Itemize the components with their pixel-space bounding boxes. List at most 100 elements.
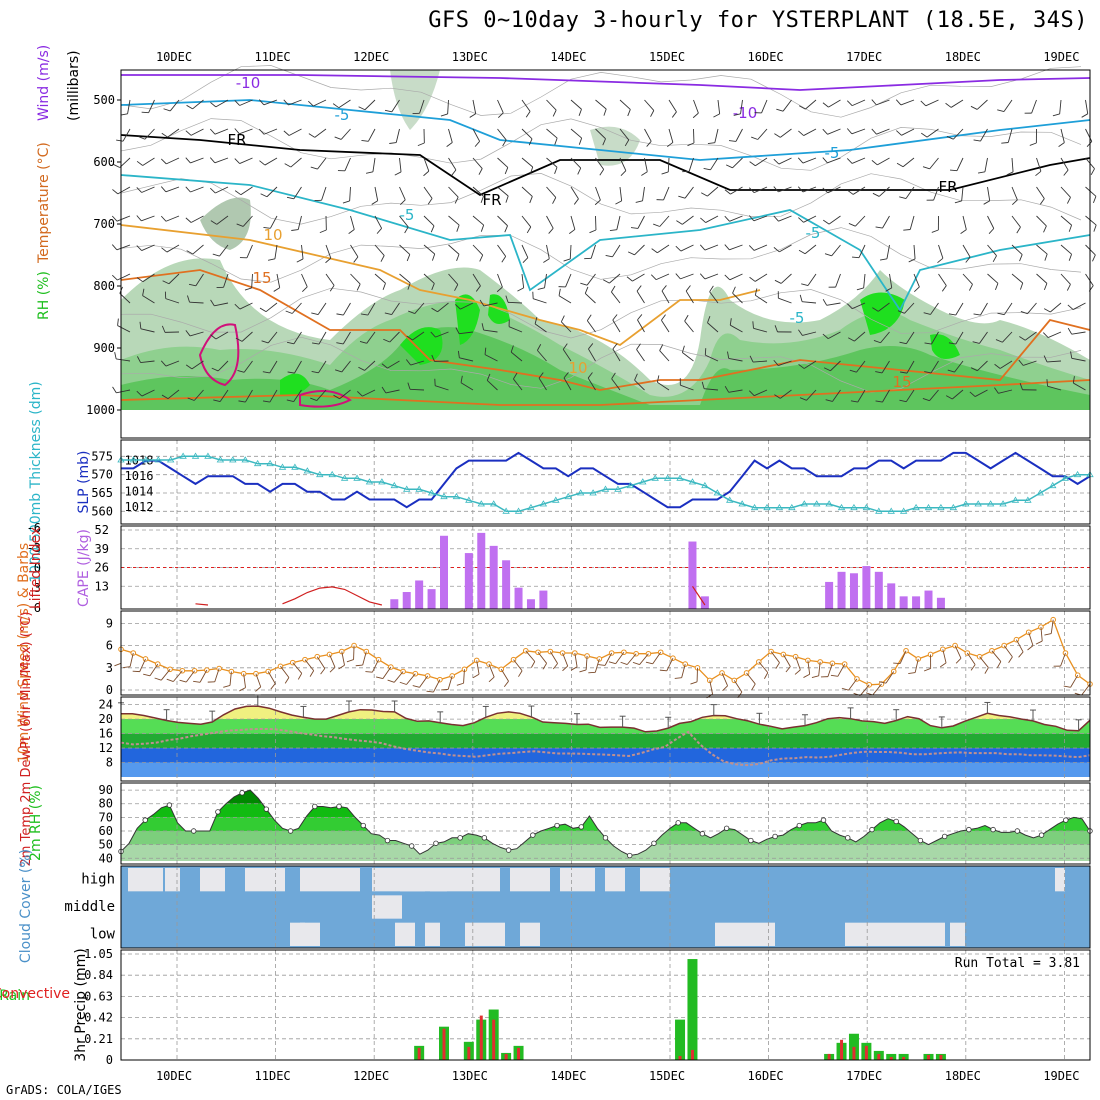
temp-band (121, 748, 1090, 763)
upper-wind-barb (595, 128, 606, 140)
upper-wind-barb (262, 371, 270, 374)
precip-conv-bar (417, 1047, 421, 1060)
upper-wind-barb (1070, 351, 1073, 359)
upper-wind-barb (517, 287, 524, 292)
upper-wind-barb (513, 372, 518, 380)
upper-wind-barb (798, 364, 805, 369)
upper-wind-barb (311, 370, 319, 374)
wind-barb (292, 662, 303, 674)
thickness-point (502, 507, 510, 514)
upper-wind-barb (676, 220, 683, 225)
thickness-point (427, 489, 436, 496)
upper-wind-barb (954, 360, 964, 373)
upper-wind-barb (384, 109, 392, 113)
thickness-point (986, 500, 995, 507)
cape-bar (700, 596, 709, 609)
thickness-point (452, 492, 461, 500)
thickness-point (937, 503, 945, 511)
upper-wind-barb (994, 363, 1001, 369)
thickness-point (999, 500, 1007, 507)
isotherm-label: 15 (252, 269, 271, 287)
upper-wind-barb (543, 258, 550, 263)
ylabel-part: (millibars) (66, 50, 82, 121)
date-label-top: 11DEC (255, 50, 291, 64)
upper-wind-barb (317, 157, 327, 170)
upper-wind-barb (611, 291, 621, 304)
upper-wind-barb (1043, 308, 1051, 313)
upper-wind-barb (399, 215, 409, 228)
upper-wind-barb (521, 244, 529, 258)
upper-wind-barb (875, 400, 883, 403)
upper-wind-barb (160, 215, 167, 222)
upper-wind-barb (483, 302, 498, 307)
upper-wind-barb (1036, 273, 1048, 284)
upper-wind-barb (730, 186, 743, 195)
upper-wind-barb (570, 186, 579, 200)
upper-wind-barb (997, 109, 1005, 112)
date-label-bottom: 18DEC (945, 1069, 981, 1083)
upper-wind-barb (215, 99, 229, 108)
upper-wind-barb (948, 342, 956, 345)
upper-wind-barb (636, 349, 645, 362)
upper-wind-barb (955, 331, 964, 345)
upper-wind-barb (437, 302, 449, 313)
upper-wind-barb (798, 130, 804, 136)
upper-wind-barb (947, 369, 955, 373)
thickness-point (576, 489, 585, 496)
upper-wind-barb (140, 360, 155, 364)
upper-wind-barb (344, 157, 351, 172)
rh-point (287, 828, 294, 834)
upper-wind-barb (1085, 186, 1097, 197)
ylabel-part: Temperature (°C) (36, 142, 52, 264)
cloud-bar (300, 868, 360, 892)
upper-wind-barb (140, 328, 155, 333)
upper-wind-barb (521, 215, 532, 228)
upper-wind-barb (394, 171, 402, 176)
upper-wind-barb (117, 325, 131, 333)
cape-bar (887, 583, 896, 609)
upper-wind-barb (728, 358, 743, 362)
thickness-point (564, 492, 572, 500)
thickness-point (278, 463, 287, 470)
upper-wind-barb (161, 132, 168, 138)
thickness-point (899, 507, 908, 514)
upper-wind-barb (977, 360, 988, 372)
upper-wind-barb (728, 389, 743, 393)
precip-conv-bar (690, 1049, 694, 1060)
upper-wind-barb (334, 369, 342, 373)
wind-barb (199, 669, 208, 683)
cloud-level-label: middle (64, 899, 115, 915)
upper-wind-barb (138, 136, 146, 140)
wind-barb (709, 680, 713, 695)
upper-wind-barb (1006, 171, 1014, 176)
wind-barb (114, 662, 122, 667)
upper-wind-barb (561, 321, 572, 333)
upper-wind-barb (984, 157, 988, 172)
upper-wind-barb (336, 313, 344, 316)
upper-wind-barb (1066, 284, 1071, 291)
upper-wind-barb (980, 302, 988, 316)
cloud-bar (605, 868, 625, 892)
upper-wind-barb (359, 341, 367, 344)
cloud-bar (400, 868, 425, 892)
upper-wind-barb (293, 331, 302, 345)
upper-wind-barb (863, 273, 866, 288)
cape-tick-label: 52 (95, 523, 109, 537)
wind-barb (721, 672, 729, 687)
wind-barb (751, 683, 756, 691)
rh-point (699, 831, 706, 837)
upper-wind-barb (210, 299, 215, 307)
upper-wind-barb (850, 400, 858, 403)
upper-wind-barb (1001, 142, 1009, 144)
upper-wind-barb (185, 186, 191, 193)
upper-wind-barb (546, 157, 558, 168)
upper-wind-barb (409, 388, 425, 391)
upper-wind-barb (472, 99, 477, 114)
upper-wind-barb (166, 244, 180, 253)
rh-point (166, 802, 173, 808)
upper-wind-barb (823, 367, 831, 372)
panel-frame (120, 610, 1091, 696)
upper-wind-barb (1068, 224, 1073, 232)
upper-wind-barb (680, 244, 694, 252)
thickness-point (378, 478, 386, 485)
